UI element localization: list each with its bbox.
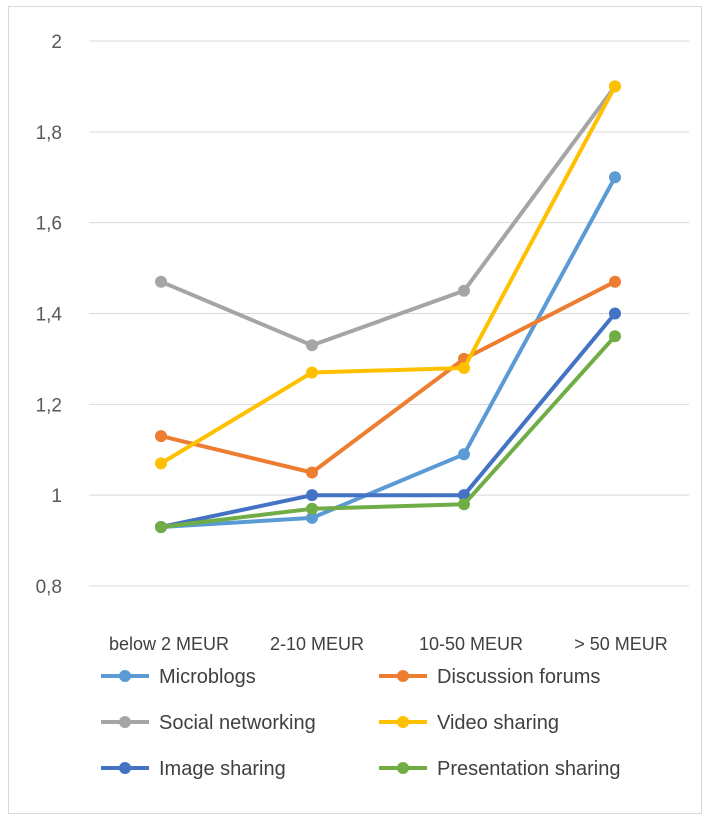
series-image-sharing (155, 307, 621, 533)
data-point-social-networking (155, 275, 167, 288)
series-line-video-sharing (159, 84, 617, 466)
chart-frame: 0,8 1 1,2 1,4 1,6 1,8 2 below 2 MEUR 2-10 MEUR 1… (8, 6, 702, 814)
y-tick-label: 0,8 (36, 577, 62, 598)
series-social-networking (155, 80, 621, 352)
x-category-label: 2-10 MEUR (270, 634, 364, 654)
y-tick-label: 2 (51, 32, 62, 53)
data-point-discussion-forums (306, 466, 318, 479)
legend-label: Video sharing (437, 712, 559, 734)
data-point-video-sharing (155, 457, 167, 470)
data-point-presentation-sharing (306, 502, 318, 515)
legend-label: Image sharing (159, 758, 286, 780)
series-video-sharing (155, 80, 621, 470)
legend-swatch-marker (119, 670, 131, 682)
data-point-video-sharing (609, 80, 621, 93)
y-tick-label: 1,2 (36, 395, 62, 416)
x-category-label: below 2 MEUR (109, 634, 229, 654)
data-point-presentation-sharing (155, 520, 167, 533)
data-point-image-sharing (306, 489, 318, 502)
y-tick-label: 1,4 (36, 305, 63, 326)
data-point-microblogs (306, 511, 318, 524)
legend-label: Presentation sharing (437, 758, 620, 780)
legend-label: Discussion forums (437, 666, 600, 688)
legend-swatch-marker (397, 716, 409, 728)
y-tick-label: 1,6 (36, 214, 62, 235)
series-line-image-sharing (159, 311, 617, 529)
legend-item-microblogs: Microblogs (101, 666, 256, 688)
series-line-discussion-forums (159, 279, 617, 475)
data-point-discussion-forums (609, 275, 621, 288)
data-point-image-sharing (609, 307, 621, 320)
series-discussion-forums (155, 275, 621, 479)
series-lines (155, 80, 621, 533)
legend-item-social-networking: Social networking (101, 712, 316, 734)
data-point-video-sharing (458, 362, 470, 374)
legend-item-discussion-forums: Discussion forums (379, 666, 600, 688)
data-point-microblogs (609, 171, 621, 184)
series-line-microblogs (159, 175, 617, 529)
legend: Microblogs Discussion forums Social networ… (101, 666, 620, 780)
series-line-presentation-sharing (159, 334, 617, 529)
data-point-social-networking (306, 339, 318, 352)
line-chart: 0,8 1 1,2 1,4 1,6 1,8 2 below 2 MEUR 2-10 MEUR 1… (36, 32, 689, 780)
data-point-presentation-sharing (609, 330, 621, 343)
y-tick-label: 1,8 (36, 123, 62, 144)
x-axis-category-labels: below 2 MEUR 2-10 MEUR 10-50 MEUR > 50 MEUR (109, 634, 668, 654)
legend-item-image-sharing: Image sharing (101, 758, 286, 780)
legend-swatch-marker (119, 762, 131, 774)
data-point-social-networking (458, 284, 470, 297)
gridlines (89, 40, 689, 587)
x-category-label: 10-50 MEUR (419, 634, 523, 654)
data-point-discussion-forums (155, 430, 167, 443)
legend-item-video-sharing: Video sharing (379, 712, 559, 734)
legend-label: Microblogs (159, 666, 256, 688)
series-line-social-networking (159, 84, 617, 348)
y-tick-label: 1 (51, 486, 62, 507)
legend-swatch-marker (397, 762, 409, 774)
data-point-video-sharing (306, 366, 318, 379)
x-category-label: > 50 MEUR (574, 634, 668, 654)
legend-swatch-marker (397, 670, 409, 682)
data-point-microblogs (458, 448, 470, 461)
legend-item-presentation-sharing: Presentation sharing (379, 758, 620, 780)
legend-label: Social networking (159, 712, 316, 734)
data-point-presentation-sharing (458, 498, 470, 511)
legend-swatch-marker (119, 716, 131, 728)
y-axis-tick-labels: 0,8 1 1,2 1,4 1,6 1,8 2 (36, 32, 63, 598)
series-presentation-sharing (155, 330, 621, 533)
series-microblogs (155, 171, 621, 533)
